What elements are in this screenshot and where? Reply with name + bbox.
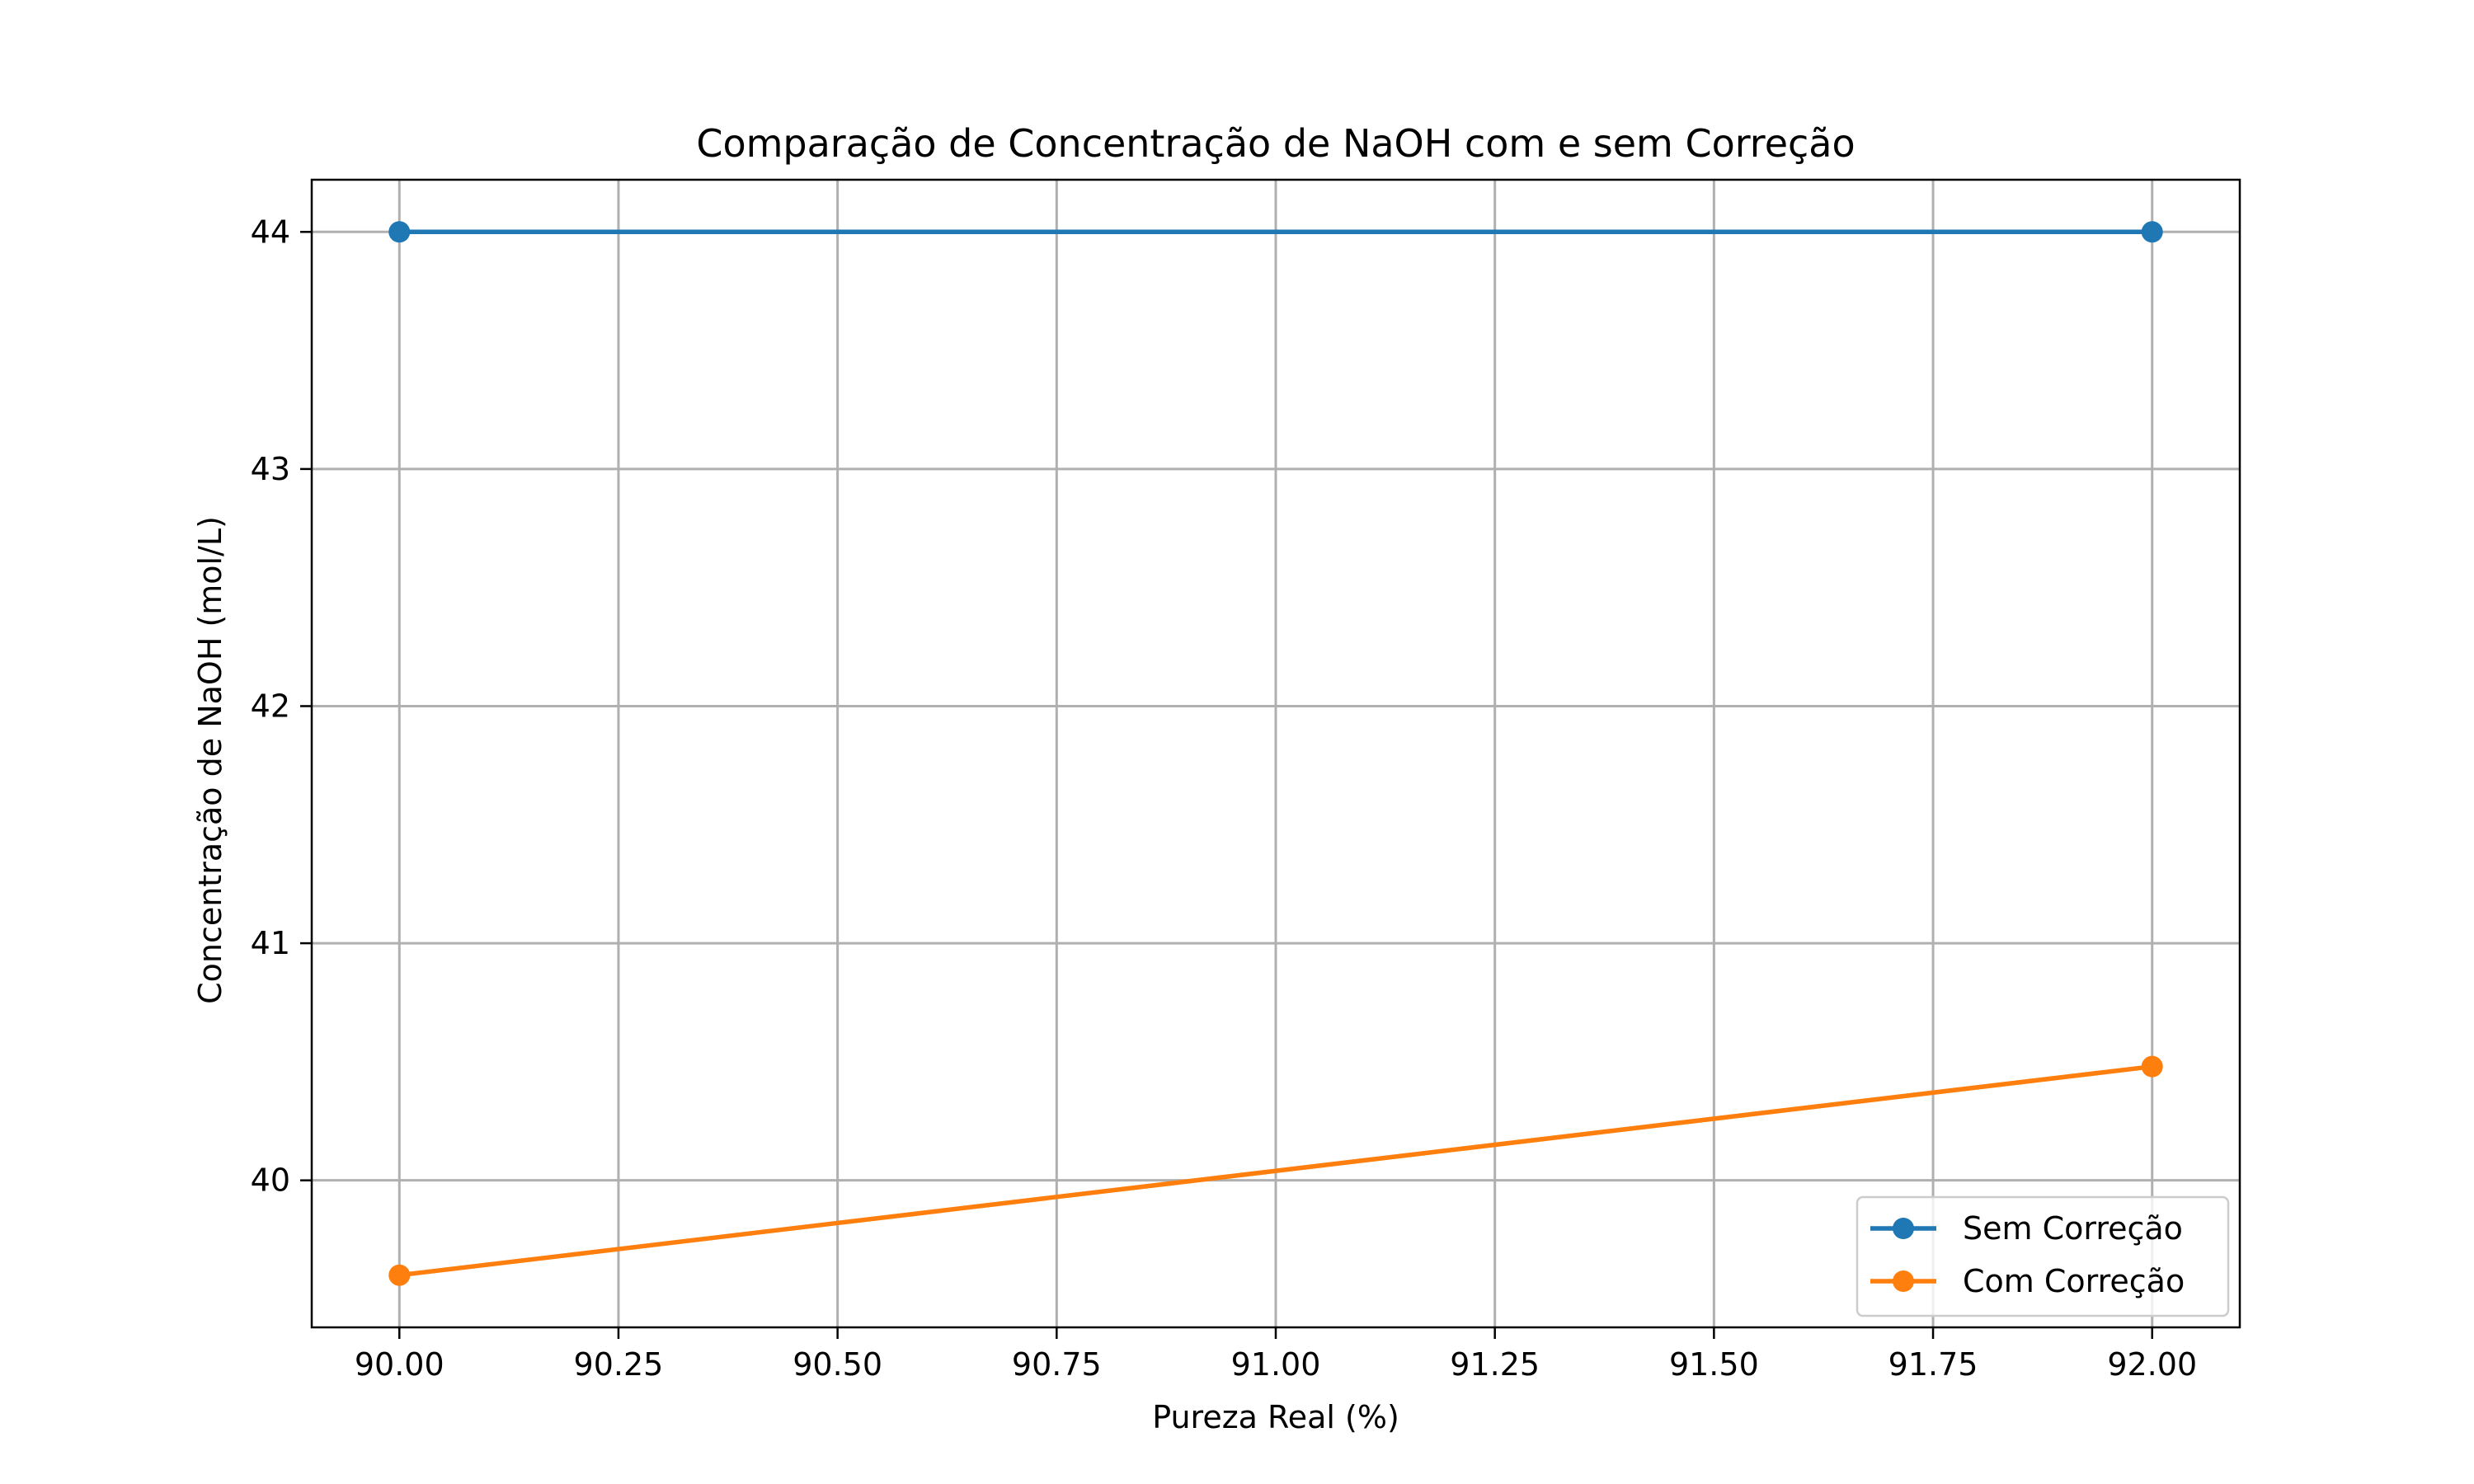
data-point [2141, 221, 2163, 243]
x-tick-label: 90.50 [793, 1346, 882, 1383]
series-2 [388, 1055, 2163, 1286]
y-axis-label: Concentração de NaOH (mol/L) [192, 516, 228, 1004]
y-tick-label: 42 [251, 688, 290, 724]
x-tick-label: 91.25 [1450, 1346, 1540, 1383]
data-point [2141, 1055, 2163, 1078]
x-tick-label: 91.75 [1888, 1346, 1978, 1383]
series-line [397, 1064, 2155, 1278]
legend-label: Sem Correção [1963, 1210, 2183, 1247]
x-tick-label: 91.50 [1669, 1346, 1759, 1383]
plot-series [388, 221, 2163, 1286]
legend-box [1856, 1195, 2230, 1317]
y-tick-label: 41 [251, 925, 290, 961]
x-tick-label: 91.00 [1231, 1346, 1321, 1383]
y-tick-label: 44 [251, 214, 290, 250]
legend-marker [1893, 1218, 1914, 1239]
legend: Sem Correção Com Correção [1856, 1195, 2230, 1317]
legend-item: Sem Correção [1870, 1210, 2183, 1247]
y-tick-label: 43 [251, 451, 290, 487]
legend-item: Com Correção [1870, 1263, 2185, 1299]
x-tick-label: 90.25 [574, 1346, 664, 1383]
legend-marker [1893, 1270, 1914, 1292]
data-point [388, 1264, 411, 1286]
axis-ticks: 90.00 90.25 90.50 90.75 91.00 91.25 91.50 91.75… [251, 214, 2197, 1383]
data-point [388, 221, 411, 243]
series-1 [388, 221, 2163, 243]
y-tick-label: 40 [251, 1162, 290, 1199]
legend-label: Com Correção [1963, 1263, 2185, 1299]
chart-title: Comparação de Concentração de NaOH com e… [696, 121, 1855, 166]
x-tick-label: 92.00 [2107, 1346, 2197, 1383]
x-axis-label: Pureza Real (%) [1152, 1399, 1399, 1435]
x-tick-label: 90.75 [1012, 1346, 1102, 1383]
x-tick-label: 90.00 [355, 1346, 444, 1383]
